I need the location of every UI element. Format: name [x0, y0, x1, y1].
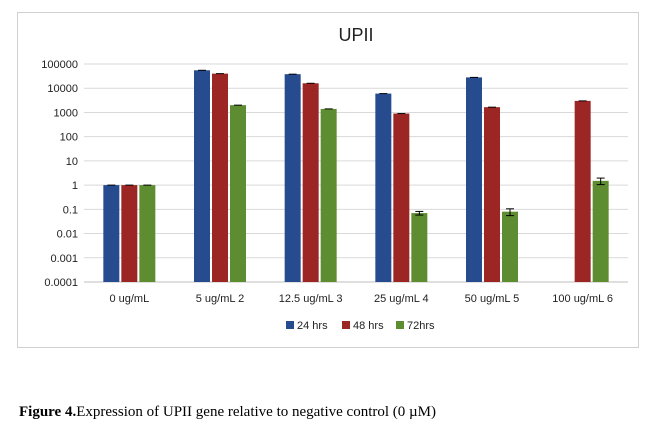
bar — [393, 113, 410, 282]
x-tick-label: 50 ug/mL 5 — [465, 293, 520, 305]
bar — [103, 185, 120, 282]
bar — [139, 185, 156, 282]
x-tick-label: 100 ug/mL 6 — [552, 293, 613, 305]
bar — [302, 83, 319, 282]
bar — [230, 105, 246, 282]
legend-swatch — [396, 321, 404, 329]
y-tick-label: 1 — [72, 180, 78, 192]
figure-caption-text: Expression of UPII gene relative to nega… — [76, 404, 437, 420]
bar — [284, 74, 301, 282]
bar — [574, 100, 591, 282]
x-tick-label: 12.5 ug/mL 3 — [279, 293, 343, 305]
legend-label: 48 hrs — [353, 320, 384, 332]
bar — [411, 213, 428, 282]
bar — [502, 211, 518, 282]
legend-label: 24 hrs — [297, 320, 328, 332]
legend-swatch — [342, 321, 350, 329]
figure-caption-label: Figure 4. — [19, 404, 77, 420]
legend-label: 72hrs — [407, 320, 435, 332]
bar — [484, 107, 500, 282]
bar — [466, 77, 482, 283]
y-tick-label: 10000 — [47, 83, 78, 95]
y-tick-label: 10 — [66, 156, 78, 168]
chart-frame: UPII 100000 10000 1000 100 10 1 0.1 0.01 0.001 0.0… — [17, 12, 639, 348]
x-tick-label: 25 ug/mL 4 — [374, 293, 429, 305]
figure-caption: Figure 4.Expression of UPII gene relativ… — [19, 404, 639, 421]
y-tick-label: 100 — [60, 132, 78, 144]
bar-chart: UPII 100000 10000 1000 100 10 1 0.1 0.01 0.001 0.0… — [41, 25, 628, 332]
y-tick-label: 0.0001 — [44, 277, 78, 289]
y-tick-label: 0.1 — [63, 204, 78, 216]
bar — [212, 73, 228, 282]
chart-title: UPII — [338, 25, 373, 45]
y-tick-label: 0.001 — [50, 253, 78, 265]
y-tick-label: 1000 — [54, 107, 78, 119]
y-tick-label: 100000 — [41, 59, 78, 71]
x-tick-label: 0 ug/mL — [109, 293, 149, 305]
bar — [320, 108, 337, 282]
x-tick-label: 5 ug/mL 2 — [196, 293, 245, 305]
bar — [375, 93, 392, 283]
bar — [121, 185, 138, 282]
bar — [592, 180, 609, 282]
y-tick-label: 0.01 — [57, 229, 78, 241]
bar — [194, 70, 210, 282]
legend-swatch — [286, 321, 294, 329]
